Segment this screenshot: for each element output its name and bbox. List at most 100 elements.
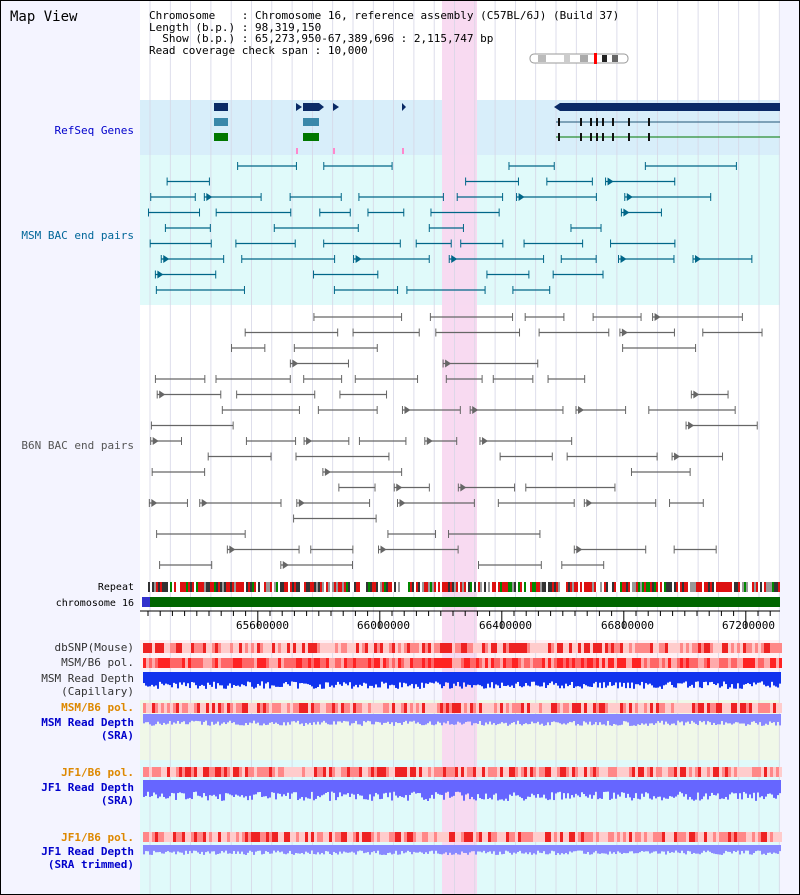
polymorphism-mark bbox=[323, 703, 326, 713]
polymorphism-mark bbox=[683, 658, 686, 668]
polymorphism-mark bbox=[686, 643, 689, 653]
read-depth-bar bbox=[169, 672, 171, 686]
polymorphism-mark bbox=[653, 767, 656, 777]
polymorphism-mark bbox=[698, 832, 701, 842]
polymorphism-mark bbox=[326, 703, 329, 713]
polymorphism-mark bbox=[377, 658, 380, 668]
track-label-jf1-read-trim[interactable]: JF1 Read Depth (SRA trimmed) bbox=[4, 845, 134, 871]
read-depth-bar bbox=[207, 780, 209, 801]
polymorphism-mark bbox=[425, 703, 428, 713]
polymorphism-mark bbox=[581, 832, 584, 842]
read-depth-bar bbox=[579, 845, 581, 851]
repeat-mark bbox=[646, 582, 648, 592]
read-depth-bar bbox=[517, 672, 519, 682]
polymorphism-mark bbox=[185, 658, 188, 668]
track-label-msm-read-cap[interactable]: MSM Read Depth (Capillary) bbox=[4, 672, 134, 698]
polymorphism-mark bbox=[518, 703, 521, 713]
polymorphism-mark bbox=[419, 658, 422, 668]
repeat-mark bbox=[478, 582, 480, 592]
polymorphism-mark bbox=[554, 767, 557, 777]
read-depth-bar bbox=[397, 845, 399, 855]
repeat-mark bbox=[740, 582, 742, 592]
read-depth-bar bbox=[233, 714, 235, 723]
polymorphism-mark bbox=[434, 832, 437, 842]
polymorphism-mark bbox=[590, 703, 593, 713]
read-depth-bar bbox=[603, 714, 605, 725]
polymorphism-mark bbox=[647, 703, 650, 713]
polymorphism-mark bbox=[593, 643, 596, 653]
read-depth-bar bbox=[521, 780, 523, 799]
read-depth-bar bbox=[505, 845, 507, 851]
read-depth-bar bbox=[455, 780, 457, 792]
read-depth-bar bbox=[321, 780, 323, 796]
repeat-mark bbox=[212, 582, 214, 592]
read-depth-bar bbox=[469, 714, 471, 722]
read-depth-bar bbox=[541, 672, 543, 687]
read-depth-bar bbox=[501, 672, 503, 683]
read-depth-bar bbox=[573, 672, 575, 688]
track-label-jf1-b6-pol-2[interactable]: JF1/B6 pol. bbox=[61, 831, 134, 844]
repeat-mark bbox=[656, 582, 658, 592]
read-depth-bar bbox=[269, 780, 271, 798]
read-depth-bar bbox=[615, 780, 617, 799]
polymorphism-mark bbox=[467, 658, 470, 668]
read-depth-bar bbox=[683, 780, 685, 797]
polymorphism-mark bbox=[635, 703, 638, 713]
repeat-mark bbox=[662, 582, 664, 592]
read-depth-bar bbox=[377, 714, 379, 722]
read-depth-bar bbox=[625, 780, 627, 798]
read-depth-bar bbox=[203, 714, 205, 722]
polymorphism-mark bbox=[725, 643, 728, 653]
read-depth-bar bbox=[293, 845, 295, 855]
polymorphism-mark bbox=[491, 832, 494, 842]
polymorphism-mark bbox=[203, 767, 206, 777]
read-depth-bar bbox=[513, 780, 515, 793]
polymorphism-mark bbox=[527, 703, 530, 713]
bac-pair-arrow bbox=[324, 468, 331, 476]
track-label-msm-bac[interactable]: MSM BAC end pairs bbox=[21, 229, 134, 242]
polymorphism-mark bbox=[560, 767, 563, 777]
read-depth-bar bbox=[749, 845, 751, 855]
repeat-mark bbox=[280, 582, 282, 592]
read-depth-bar bbox=[773, 780, 775, 798]
polymorphism-mark bbox=[698, 658, 701, 668]
read-depth-bar bbox=[645, 672, 647, 684]
read-depth-bar bbox=[289, 780, 291, 799]
read-depth-bar bbox=[305, 672, 307, 684]
read-depth-bar bbox=[501, 714, 503, 723]
track-label-jf1-b6-pol-1[interactable]: JF1/B6 pol. bbox=[61, 766, 134, 779]
repeat-mark bbox=[512, 582, 514, 592]
track-label-refseq[interactable]: RefSeq Genes bbox=[54, 124, 134, 137]
repeat-mark bbox=[692, 582, 694, 592]
track-label-dbsnp[interactable]: dbSNP(Mouse) bbox=[54, 641, 134, 654]
polymorphism-mark bbox=[293, 658, 296, 668]
read-depth-bar bbox=[509, 672, 511, 687]
polymorphism-mark bbox=[587, 832, 590, 842]
track-label-b6n-bac[interactable]: B6N BAC end pairs bbox=[21, 439, 134, 452]
track-label-msm-b6-pol-1[interactable]: MSM/B6 pol. bbox=[61, 656, 134, 669]
polymorphism-mark bbox=[152, 658, 155, 668]
polymorphism-mark bbox=[557, 767, 560, 777]
read-depth-bar bbox=[447, 845, 449, 855]
polymorphism-mark bbox=[458, 832, 461, 842]
track-label-msm-b6-pol-2[interactable]: MSM/B6 pol. bbox=[61, 701, 134, 714]
bac-pair-arrow bbox=[621, 328, 628, 337]
read-depth-bar bbox=[247, 672, 249, 682]
read-depth-bar bbox=[313, 714, 315, 723]
read-depth-bar bbox=[153, 845, 155, 851]
track-label-jf1-read-sra[interactable]: JF1 Read Depth (SRA) bbox=[4, 781, 134, 807]
read-depth-bar bbox=[253, 672, 255, 689]
read-depth-bar bbox=[383, 780, 385, 794]
read-depth-bar bbox=[545, 780, 547, 799]
polymorphism-mark bbox=[641, 767, 644, 777]
track-label-msm-read-sra[interactable]: MSM Read Depth (SRA) bbox=[4, 716, 134, 742]
repeat-mark bbox=[310, 582, 312, 592]
chromosome-ideogram[interactable] bbox=[528, 52, 630, 66]
polymorphism-mark bbox=[587, 658, 590, 668]
polymorphism-mark bbox=[314, 643, 317, 653]
read-depth-bar bbox=[709, 714, 711, 723]
read-depth-bar bbox=[625, 845, 627, 854]
polymorphism-mark bbox=[392, 832, 395, 842]
read-depth-bar bbox=[757, 672, 759, 683]
